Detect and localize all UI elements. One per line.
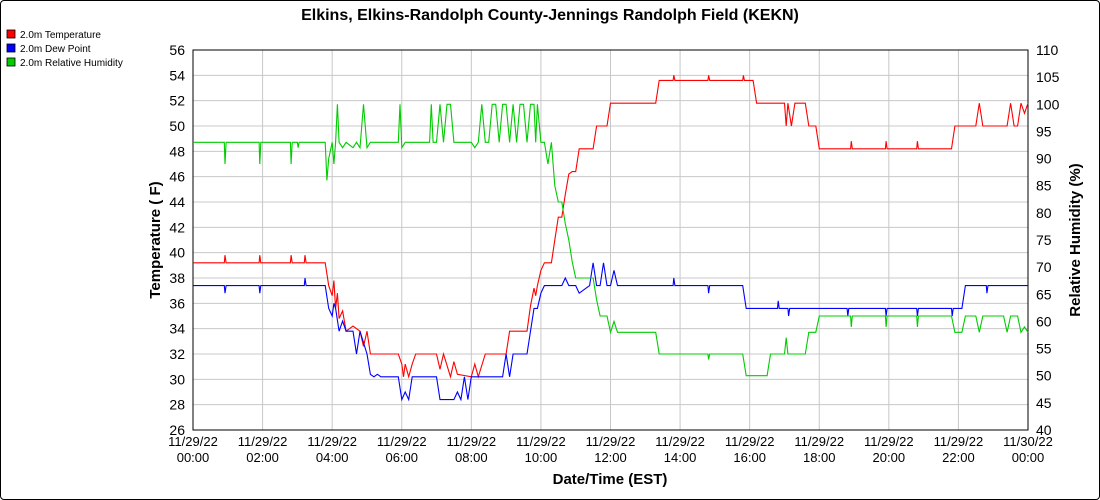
y-tick-label: 30 [169, 371, 185, 387]
chart-title: Elkins, Elkins-Randolph County-Jennings … [301, 7, 799, 24]
y-tick-label: 28 [169, 397, 185, 413]
legend-swatch [6, 57, 16, 67]
y2-tick-label: 40 [1036, 422, 1052, 438]
x-tick-date: 11/29/22 [864, 434, 914, 449]
legend: 2.0m Temperature 2.0m Dew Point 2.0m Relat… [6, 29, 123, 69]
y-tick-label: 32 [169, 346, 185, 362]
x-tick-time: 22:00 [942, 450, 975, 465]
plot-border [192, 49, 1029, 431]
y2-tick-label: 50 [1036, 368, 1052, 384]
x-tick-date: 11/29/22 [934, 434, 984, 449]
y-tick-label: 44 [169, 194, 185, 210]
y2-tick-label: 75 [1036, 232, 1052, 248]
y-tick-label: 34 [169, 321, 185, 337]
y-tick-label: 26 [169, 422, 185, 438]
y-tick-label: 56 [169, 42, 185, 58]
legend-label: 2.0m Relative Humidity [20, 58, 123, 69]
x-tick-date: 11/29/22 [794, 434, 844, 449]
y-tick-label: 50 [169, 118, 185, 134]
series-line-2-0m-relative-humidity [193, 103, 1029, 377]
x-tick-time: 04:00 [316, 450, 349, 465]
legend-label: 2.0m Temperature [20, 30, 101, 41]
y-tick-label: 38 [169, 270, 185, 286]
legend-swatch [6, 43, 16, 53]
x-tick-time: 08:00 [455, 450, 488, 465]
y2-tick-label: 105 [1036, 69, 1060, 85]
x-tick-date: 11/29/22 [307, 434, 357, 449]
x-tick-time: 00:00 [177, 450, 210, 465]
legend-swatch [6, 29, 16, 39]
grid [192, 49, 1029, 431]
y-tick-label: 36 [169, 295, 185, 311]
y-axis-label: Temperature ( F) [147, 181, 164, 298]
y2-tick-label: 60 [1036, 313, 1052, 329]
x-tick-time: 06:00 [385, 450, 418, 465]
x-tick-date: 11/29/22 [238, 434, 288, 449]
y2-tick-label: 65 [1036, 286, 1052, 302]
x-tick-time: 00:00 [1012, 450, 1045, 465]
y2-axis-ticks: 40 45 50 55 60 65 70 75 80 85 90 95 100 105 110 [1036, 42, 1060, 438]
x-tick-time: 10:00 [525, 450, 558, 465]
y2-tick-label: 110 [1036, 42, 1059, 58]
series-line-2-0m-temperature [193, 75, 1029, 379]
x-tick-time: 12:00 [594, 450, 627, 465]
x-tick-date: 11/29/22 [168, 434, 218, 449]
series-line-2-0m-dew-point [193, 262, 1028, 402]
x-tick-date: 11/29/22 [655, 434, 705, 449]
y2-tick-label: 70 [1036, 259, 1052, 275]
y-tick-label: 46 [169, 169, 185, 185]
y-tick-label: 52 [169, 93, 185, 109]
x-tick-date: 11/29/22 [516, 434, 566, 449]
y2-axis-label: Relative Humidity (%) [1067, 163, 1084, 316]
y-axis-ticks: 26 28 30 32 34 36 38 40 42 44 46 48 50 52 54 56 [169, 42, 185, 438]
legend-label: 2.0m Dew Point [20, 44, 91, 55]
y2-tick-label: 95 [1036, 123, 1052, 139]
y2-tick-label: 100 [1036, 96, 1060, 112]
y-tick-label: 40 [169, 245, 185, 261]
x-tick-date: 11/29/22 [447, 434, 497, 449]
y2-tick-label: 45 [1036, 395, 1052, 411]
x-tick-time: 18:00 [803, 450, 836, 465]
y-tick-label: 54 [169, 67, 185, 83]
x-tick-time: 14:00 [664, 450, 697, 465]
x-tick-time: 02:00 [246, 450, 279, 465]
y2-tick-label: 90 [1036, 151, 1052, 167]
x-tick-time: 20:00 [873, 450, 906, 465]
y-tick-label: 48 [169, 143, 185, 159]
x-axis-label: Date/Time (EST) [553, 471, 668, 488]
y-tick-label: 42 [169, 219, 185, 235]
x-tick-date: 11/30/22 [1003, 434, 1053, 449]
x-tick-date: 11/29/22 [377, 434, 427, 449]
y2-tick-label: 80 [1036, 205, 1052, 221]
y2-tick-label: 55 [1036, 341, 1052, 357]
series-lines [193, 75, 1029, 402]
x-tick-date: 11/29/22 [725, 434, 775, 449]
y2-tick-label: 85 [1036, 178, 1052, 194]
x-tick-time: 16:00 [733, 450, 766, 465]
x-tick-date: 11/29/22 [586, 434, 636, 449]
x-axis-ticks: 11/29/2200:0011/29/2202:0011/29/2204:001… [168, 434, 1053, 465]
